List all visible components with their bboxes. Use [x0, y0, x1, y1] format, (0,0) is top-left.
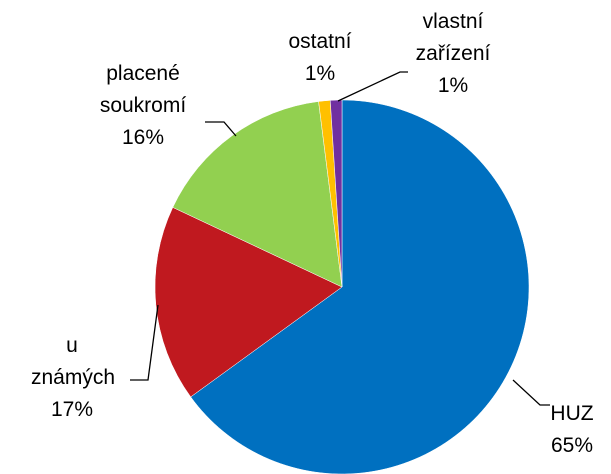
pie	[154, 99, 530, 474]
category-label: HUZ	[550, 402, 594, 425]
slice-label: u známých 17%	[31, 330, 116, 426]
leader-line	[512, 379, 550, 406]
value-label: 1%	[437, 74, 469, 97]
leader-line	[130, 304, 159, 381]
value-label: 1%	[304, 62, 336, 85]
slice-label: vlastní zařízení 1%	[407, 6, 499, 102]
leader-lines	[130, 71, 550, 406]
pie-slice	[329, 99, 343, 288]
value-label: 65%	[550, 434, 594, 457]
pie-slice	[172, 101, 343, 288]
value-label: 17%	[50, 398, 94, 421]
leader-line	[205, 121, 237, 137]
slice-label: placené soukromí 16%	[96, 58, 191, 154]
category-label: placené soukromí	[99, 62, 187, 117]
leader-line	[337, 71, 408, 102]
category-label: u známých	[31, 334, 116, 389]
value-label: 16%	[121, 126, 165, 149]
slice-label: ostatní 1%	[275, 26, 365, 90]
pie-slice	[190, 99, 530, 474]
pie-slice	[154, 207, 343, 398]
slice-label: HUZ 65%	[537, 398, 607, 462]
category-label: vlastní zařízení	[415, 10, 491, 65]
category-label: ostatní	[288, 30, 352, 53]
